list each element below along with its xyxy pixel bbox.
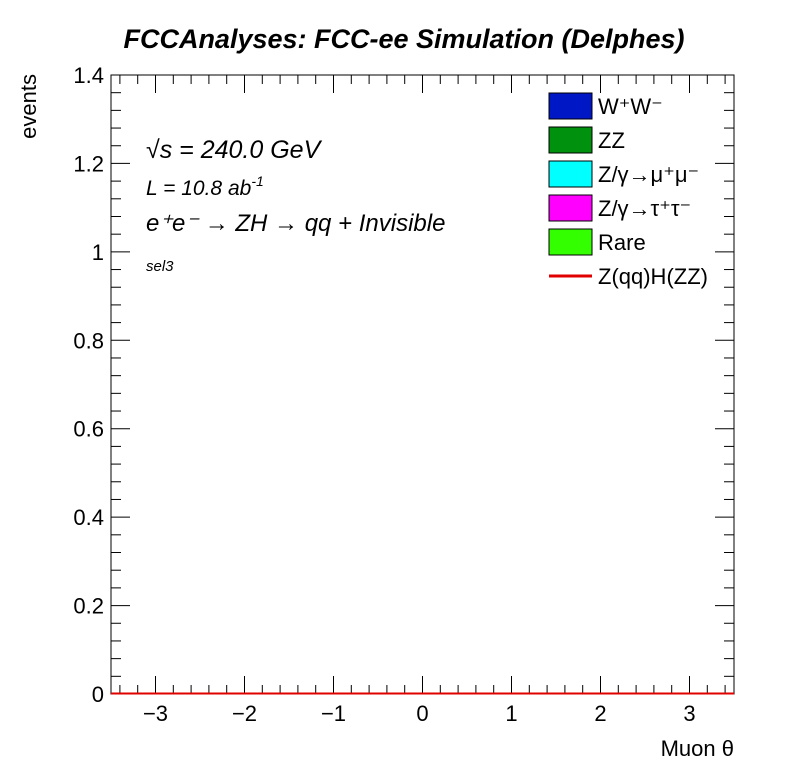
legend-swatch (548, 228, 593, 256)
y-axis-title: events (16, 74, 41, 139)
legend-label: ZZ (598, 128, 625, 153)
legend-label: Z/γ→τ⁺τ⁻ (598, 196, 691, 221)
y-tick-label: 0.8 (73, 328, 104, 353)
chart-title: FCCAnalyses: FCC-ee Simulation (Delphes) (123, 24, 684, 54)
process-annotation: e⁺e⁻ → ZH → qq + Invisible (146, 210, 445, 237)
legend-label: Z(qq)H(ZZ) (598, 264, 708, 289)
x-tick-label: −3 (143, 701, 168, 726)
y-tick-label: 1.4 (73, 63, 104, 88)
sqrt-s-symbol: √s (146, 136, 172, 164)
legend: W⁺W⁻ ZZ Z/γ→μ⁺μ⁻ Z/γ→τ⁺τ⁻ Rare Z(qq)H(ZZ) (548, 92, 708, 289)
y-tick-label: 0 (92, 682, 104, 707)
x-tick-label: −1 (321, 701, 346, 726)
x-tick-label: 3 (683, 701, 695, 726)
x-tick-label: 0 (416, 701, 428, 726)
legend-label: W⁺W⁻ (598, 94, 663, 119)
x-tick-label: 1 (505, 701, 517, 726)
luminosity-value: L = 10.8 ab (146, 177, 252, 200)
y-tick-label: 1 (92, 240, 104, 265)
legend-swatch (548, 160, 593, 188)
annotation-block: √s = 240.0 GeV L = 10.8 ab-1 e⁺e⁻ → ZH →… (146, 136, 445, 275)
x-tick-label: 2 (594, 701, 606, 726)
axis-ticks (111, 74, 734, 695)
luminosity-annotation: L = 10.8 ab-1 (146, 173, 264, 200)
y-tick-label: 0.6 (73, 417, 104, 442)
legend-swatch (548, 92, 593, 120)
selection-annotation: sel3 (146, 258, 174, 275)
sqrt-s-annotation: √s = 240.0 GeV (146, 136, 323, 164)
x-axis-title: Muon θ (661, 736, 734, 761)
x-tick-label: −2 (232, 701, 257, 726)
y-tick-label: 0.2 (73, 594, 104, 619)
legend-label: Z/γ→μ⁺μ⁻ (598, 162, 699, 187)
sqrt-s-value: = 240.0 GeV (172, 136, 322, 164)
legend-swatch (548, 126, 593, 154)
legend-swatch (548, 194, 593, 222)
y-tick-labels: 0 0.2 0.4 0.6 0.8 1 1.2 1.4 (73, 63, 104, 707)
legend-label: Rare (598, 230, 646, 255)
luminosity-exponent: -1 (251, 173, 263, 189)
y-tick-label: 1.2 (73, 151, 104, 176)
y-tick-label: 0.4 (73, 505, 104, 530)
x-tick-labels: −3 −2 −1 0 1 2 3 (143, 701, 696, 726)
